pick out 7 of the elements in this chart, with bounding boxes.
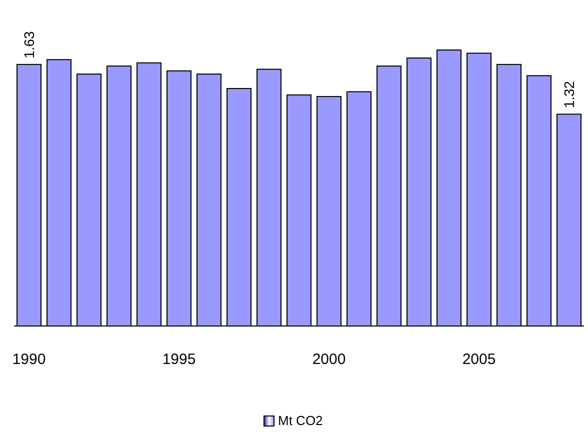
x-tick-label: 1990 <box>12 351 46 368</box>
legend-label: Mt CO2 <box>278 413 323 428</box>
x-tick-label: 2005 <box>462 351 496 368</box>
data-label: 1.32 <box>561 80 577 108</box>
data-label: 1.63 <box>21 30 37 58</box>
x-tick-label: 1995 <box>162 351 196 368</box>
x-tick-label: 2000 <box>312 351 346 368</box>
